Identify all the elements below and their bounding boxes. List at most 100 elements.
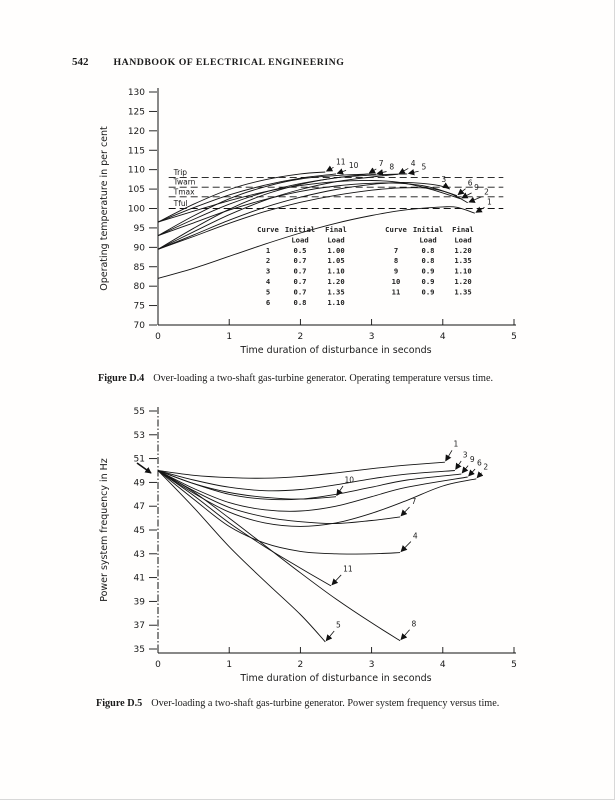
curve-line-10 xyxy=(157,173,337,223)
legend-table-cell: 2 xyxy=(266,256,270,265)
curve-line-4 xyxy=(157,470,401,555)
curve-line-6 xyxy=(157,470,468,512)
curve-arrow-7 xyxy=(368,167,377,174)
curve-label-3: 3 xyxy=(441,175,446,184)
legend-table-cell: 1.00 xyxy=(327,246,344,255)
curve-arrow-8 xyxy=(376,169,387,176)
y-tick-label: 47 xyxy=(134,502,145,512)
curve-arrow-1 xyxy=(475,206,485,213)
legend-table-cell: 5 xyxy=(266,287,270,296)
curve-label-10: 10 xyxy=(349,161,359,170)
threshold-label: Twarn xyxy=(173,178,196,187)
legend-table-header: Load xyxy=(454,235,471,244)
legend-table-cell: 0.7 xyxy=(294,287,307,296)
legend-table-header: Initial xyxy=(285,225,315,234)
curve-arrow-9 xyxy=(461,192,472,199)
x-tick-label: 4 xyxy=(440,332,446,342)
curve-label-3: 3 xyxy=(463,450,468,459)
y-tick-label: 115 xyxy=(128,146,145,156)
threshold-label: Tmax xyxy=(173,187,195,196)
y-tick-label: 100 xyxy=(128,205,145,215)
figure-d4-caption-text: Over-loading a two-shaft gas-turbine gen… xyxy=(153,373,494,384)
curve-line-11 xyxy=(157,470,332,587)
curve-label-8: 8 xyxy=(389,163,394,172)
y-tick-label: 95 xyxy=(134,224,145,234)
curve-label-10: 10 xyxy=(345,475,355,484)
curve-label-11: 11 xyxy=(336,158,346,167)
legend-table-cell: 1.20 xyxy=(327,277,344,286)
y-axis-title: Power system frequency in Hz xyxy=(99,458,110,602)
legend-table-cell: 1.10 xyxy=(327,298,344,307)
curve-label-6: 6 xyxy=(477,459,482,468)
curve-label-7: 7 xyxy=(411,497,416,506)
legend-table-header: Curve xyxy=(257,225,279,234)
curve-line-2 xyxy=(157,187,468,250)
legend-table-cell: 0.5 xyxy=(294,246,307,255)
legend-table-cell: 1.35 xyxy=(454,256,471,265)
legend-table-cell: 1.05 xyxy=(327,256,344,265)
curve-line-2 xyxy=(157,470,477,527)
origin-arrow-icon xyxy=(136,462,152,474)
legend-table-cell: 11 xyxy=(392,287,401,296)
curve-label-9: 9 xyxy=(474,183,479,192)
x-tick-label: 1 xyxy=(226,332,232,342)
curve-line-3 xyxy=(157,470,455,492)
curve-arrow-9 xyxy=(461,465,469,474)
curve-arrow-4 xyxy=(400,541,412,553)
curve-arrow-11 xyxy=(331,574,342,586)
y-tick-label: 80 xyxy=(134,282,146,292)
curve-label-2: 2 xyxy=(484,188,489,197)
legend-table-cell: 1.10 xyxy=(327,267,344,276)
y-tick-label: 130 xyxy=(128,88,145,98)
y-tick-label: 49 xyxy=(134,478,146,488)
legend-table-cell: 0.9 xyxy=(422,267,435,276)
curve-arrow-6 xyxy=(468,468,476,477)
curve-arrow-4 xyxy=(398,167,409,174)
curve-label-6: 6 xyxy=(468,179,473,188)
x-tick-label: 1 xyxy=(226,660,232,670)
curve-label-9: 9 xyxy=(470,455,475,464)
curve-arrow-11 xyxy=(325,165,334,172)
curve-label-2: 2 xyxy=(483,462,488,471)
curve-line-8 xyxy=(157,173,376,237)
x-tick-label: 3 xyxy=(369,332,375,342)
page-number: 542 xyxy=(72,56,89,68)
legend-table-header: Curve xyxy=(385,225,407,234)
curve-arrow-6 xyxy=(457,188,466,196)
page-header: 542 HANDBOOK OF ELECTRICAL ENGINEERING xyxy=(72,52,344,70)
curve-arrow-3 xyxy=(455,460,462,470)
curve-arrow-10 xyxy=(336,485,344,497)
x-tick-label: 2 xyxy=(298,332,304,342)
legend-table-cell: 10 xyxy=(392,277,401,286)
curve-label-7: 7 xyxy=(379,159,384,168)
x-axis-title: Time duration of disturbance in seconds xyxy=(239,345,431,356)
x-axis-title: Time duration of disturbance in seconds xyxy=(239,673,431,684)
legend-table-cell: 4 xyxy=(266,277,270,286)
curve-line-5 xyxy=(157,470,326,643)
legend-table-cell: 9 xyxy=(394,267,398,276)
curve-label-5: 5 xyxy=(421,162,426,171)
legend-table-header: Initial xyxy=(413,225,443,234)
x-tick-label: 5 xyxy=(511,660,517,670)
legend-table-header: Load xyxy=(327,235,344,244)
y-tick-label: 37 xyxy=(134,621,145,631)
curve-arrow-3 xyxy=(442,182,450,189)
y-tick-label: 35 xyxy=(134,645,145,655)
legend-table-header: Load xyxy=(291,235,308,244)
curve-line-8 xyxy=(157,470,401,642)
figure-d5-caption-tag: Figure D.5 xyxy=(96,698,143,709)
curve-label-1: 1 xyxy=(453,440,458,449)
legend-table-cell: 0.7 xyxy=(294,277,307,286)
y-tick-label: 120 xyxy=(128,127,145,137)
y-axis-title: Operating temperature in per cent xyxy=(99,126,110,291)
legend-table-cell: 1.10 xyxy=(454,267,471,276)
figure-d5-caption: Figure D.5 Over-loading a two-shaft gas-t… xyxy=(96,698,499,709)
legend-table-cell: 0.9 xyxy=(422,277,435,286)
curve-line-1 xyxy=(157,461,445,479)
curve-label-8: 8 xyxy=(411,619,416,628)
legend-table-cell: 0.8 xyxy=(294,298,307,307)
legend-table-cell: 8 xyxy=(394,256,398,265)
curve-arrow-2 xyxy=(468,196,482,203)
